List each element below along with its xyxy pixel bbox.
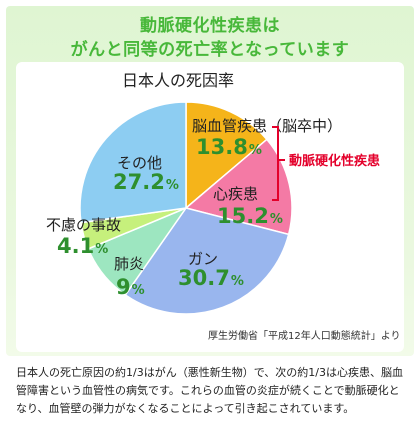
value-other: 27.2% — [113, 170, 179, 194]
label-cerebrovascular: 脳血管疾患（脳卒中） — [192, 117, 343, 135]
label-pneumonia: 肺炎 — [114, 255, 145, 273]
headline-line-1: 動脈硬化性疾患は — [140, 16, 280, 36]
chart-title: 日本人の死因率 — [122, 71, 235, 90]
value-cerebrovascular: 13.8% — [196, 135, 262, 159]
label-cancer: ガン — [188, 250, 219, 268]
explanation-text: 日本人の死亡原因の約1/3はがん（悪性新生物）で、次の約1/3は心疾患、脳血管障… — [16, 366, 403, 415]
label-other: その他 — [117, 154, 163, 172]
slice-cerebrovascular — [185, 101, 268, 210]
label-accident: 不慮の事故 — [46, 216, 122, 234]
label-heart-disease: 心疾患 — [213, 185, 259, 203]
headline-line-2: がんと同等の死亡率となっています — [70, 40, 350, 60]
pie-chart — [79, 101, 293, 315]
slice-heart-disease — [184, 138, 293, 236]
source-note: 厚生労働省「平成12年人口動態統計」より — [208, 331, 401, 342]
slice-cancer — [124, 207, 290, 315]
slice-other — [79, 101, 187, 224]
value-cancer: 30.7% — [178, 266, 244, 290]
value-heart-disease: 15.2% — [217, 204, 283, 228]
value-accident: 4.1% — [57, 234, 109, 258]
value-pneumonia: 9% — [116, 275, 145, 299]
annotation-label: 動脈硬化性疾患 — [289, 154, 381, 169]
